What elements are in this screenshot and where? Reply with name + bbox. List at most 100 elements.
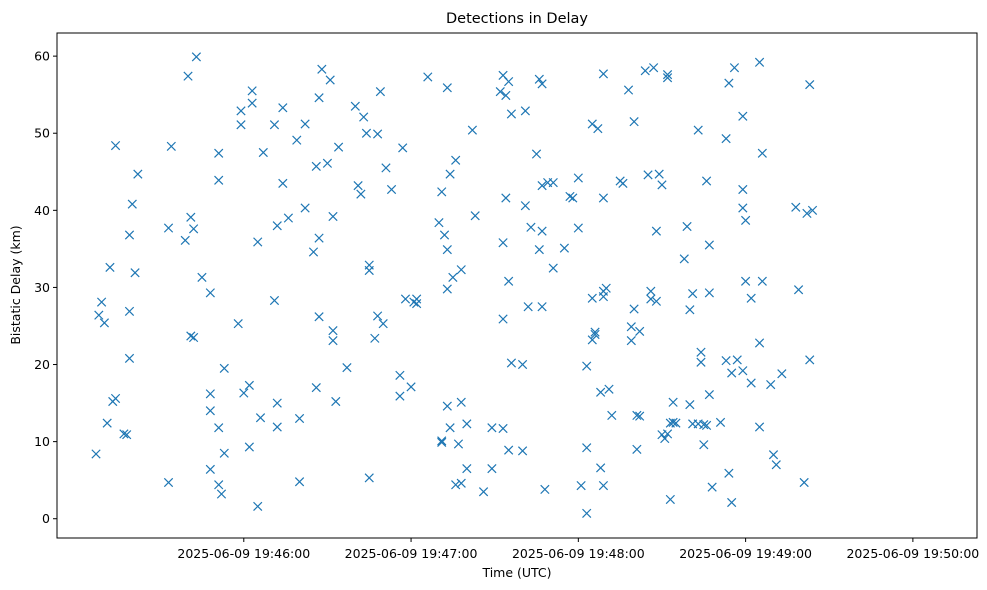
data-point-marker bbox=[205, 464, 215, 475]
data-point-marker bbox=[456, 397, 466, 407]
data-point-marker bbox=[133, 169, 143, 179]
data-point-marker bbox=[375, 86, 386, 97]
y-tick-label: 60 bbox=[34, 49, 50, 64]
data-point-marker bbox=[757, 148, 767, 158]
data-point-marker bbox=[439, 230, 450, 240]
data-point-marker bbox=[244, 442, 254, 452]
data-point-marker bbox=[124, 230, 135, 240]
y-tick-label: 40 bbox=[34, 203, 50, 218]
data-point-marker bbox=[445, 169, 455, 179]
data-point-marker bbox=[442, 83, 452, 93]
data-point-marker bbox=[219, 448, 229, 458]
data-point-marker bbox=[651, 226, 662, 236]
data-point-marker bbox=[721, 356, 731, 366]
data-point-marker bbox=[537, 226, 547, 236]
data-point-marker bbox=[191, 52, 202, 62]
data-point-marker bbox=[537, 302, 547, 312]
data-point-marker bbox=[526, 222, 536, 232]
data-point-marker bbox=[478, 487, 489, 497]
y-tick-label: 30 bbox=[34, 280, 50, 295]
data-point-marker bbox=[342, 362, 352, 373]
data-point-marker bbox=[501, 90, 511, 101]
data-point-marker bbox=[793, 285, 804, 295]
data-point-marker bbox=[757, 276, 767, 286]
data-point-marker bbox=[311, 383, 321, 393]
data-point-marker bbox=[671, 418, 681, 428]
data-point-marker bbox=[629, 304, 639, 314]
data-point-marker bbox=[94, 310, 104, 320]
data-point-marker bbox=[632, 410, 642, 421]
data-point-marker bbox=[442, 401, 452, 411]
data-point-marker bbox=[127, 199, 137, 209]
data-point-marker bbox=[754, 57, 765, 67]
data-point-marker bbox=[442, 245, 452, 255]
data-point-marker bbox=[110, 393, 121, 404]
data-point-marker bbox=[378, 319, 388, 329]
data-point-marker bbox=[662, 73, 673, 83]
data-point-marker bbox=[668, 417, 678, 427]
data-point-marker bbox=[504, 76, 514, 87]
data-point-marker bbox=[278, 103, 288, 113]
data-point-marker bbox=[269, 295, 280, 306]
data-points bbox=[91, 52, 818, 518]
data-point-marker bbox=[534, 245, 544, 255]
data-point-marker bbox=[660, 433, 670, 444]
data-point-marker bbox=[746, 293, 756, 303]
data-point-marker bbox=[537, 181, 547, 191]
data-point-marker bbox=[258, 147, 268, 158]
data-point-marker bbox=[688, 288, 698, 299]
data-point-marker bbox=[506, 358, 517, 368]
data-point-marker bbox=[696, 347, 706, 357]
x-tick-label: 2025-06-09 19:46:00 bbox=[177, 546, 310, 561]
data-point-marker bbox=[738, 203, 748, 213]
data-point-marker bbox=[582, 443, 592, 453]
data-point-marker bbox=[205, 389, 215, 399]
data-point-marker bbox=[738, 184, 748, 195]
data-point-marker bbox=[517, 446, 528, 456]
x-tick-label: 2025-06-09 19:49:00 bbox=[679, 546, 812, 561]
data-point-marker bbox=[311, 161, 321, 172]
data-point-marker bbox=[704, 288, 714, 298]
data-point-marker bbox=[130, 268, 140, 278]
data-point-marker bbox=[317, 64, 327, 74]
data-point-marker bbox=[166, 141, 176, 151]
data-point-marker bbox=[565, 191, 575, 202]
x-tick-label: 2025-06-09 19:48:00 bbox=[512, 546, 645, 561]
data-point-marker bbox=[587, 293, 597, 303]
data-point-marker bbox=[534, 74, 544, 84]
data-point-marker bbox=[308, 247, 319, 257]
data-point-marker bbox=[746, 378, 756, 388]
data-point-marker bbox=[635, 326, 645, 336]
data-point-marker bbox=[487, 463, 497, 474]
data-point-marker bbox=[699, 440, 709, 450]
data-point-marker bbox=[364, 473, 374, 483]
data-point-marker bbox=[754, 422, 765, 432]
data-point-marker bbox=[498, 314, 508, 324]
data-point-marker bbox=[328, 336, 338, 346]
data-point-marker bbox=[294, 413, 305, 424]
data-point-marker bbox=[205, 288, 215, 298]
data-point-marker bbox=[233, 319, 243, 329]
data-point-marker bbox=[99, 318, 110, 328]
data-point-marker bbox=[707, 482, 717, 492]
data-point-marker bbox=[247, 86, 257, 96]
data-point-marker bbox=[124, 353, 135, 363]
data-point-marker bbox=[294, 477, 305, 487]
data-point-marker bbox=[640, 66, 650, 76]
data-point-marker bbox=[102, 418, 112, 428]
data-point-marker bbox=[576, 480, 586, 491]
data-point-marker bbox=[412, 294, 422, 304]
data-point-marker bbox=[654, 169, 664, 179]
data-point-marker bbox=[537, 79, 547, 89]
data-point-marker bbox=[662, 429, 673, 439]
data-point-marker bbox=[635, 411, 645, 421]
y-tick-label: 50 bbox=[34, 126, 50, 141]
data-point-marker bbox=[682, 221, 692, 232]
data-point-marker bbox=[442, 284, 452, 294]
data-point-marker bbox=[632, 444, 642, 454]
data-point-marker bbox=[626, 336, 636, 346]
data-point-marker bbox=[359, 112, 369, 122]
data-point-marker bbox=[451, 480, 461, 490]
data-point-marker bbox=[791, 202, 801, 212]
data-point-marker bbox=[398, 143, 408, 153]
